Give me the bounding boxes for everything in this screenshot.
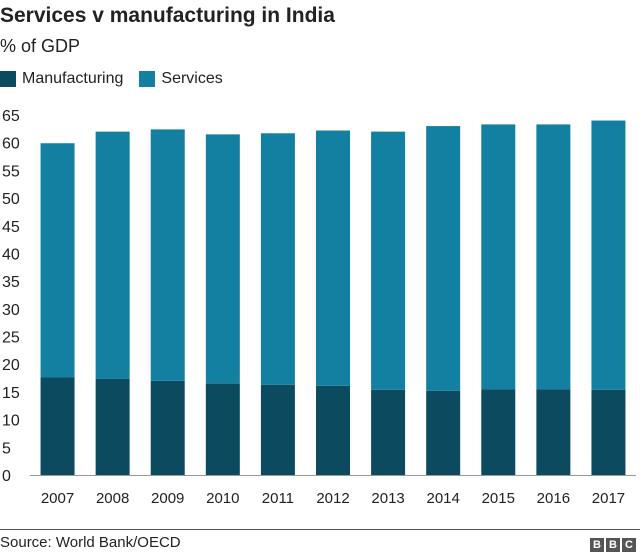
y-tick-label: 20 — [2, 357, 20, 374]
legend-swatch — [0, 71, 16, 87]
legend-label: Manufacturing — [22, 70, 124, 87]
bar-manufacturing-2008 — [95, 378, 130, 475]
legend-item-services: Services — [139, 70, 223, 88]
x-tick-label: 2012 — [316, 490, 349, 507]
y-tick-label: 55 — [2, 163, 20, 180]
bar-manufacturing-2012 — [316, 385, 350, 475]
y-tick-label: 15 — [2, 385, 20, 402]
x-tick-label: 2015 — [482, 490, 515, 507]
bar-manufacturing-2011 — [260, 384, 295, 475]
bar-services-2010 — [205, 134, 240, 384]
bar-manufacturing-2017 — [591, 389, 626, 475]
y-tick-label: 40 — [2, 246, 20, 263]
x-tick-label: 2017 — [592, 490, 625, 507]
y-tick-label: 50 — [2, 191, 20, 208]
x-tick-label: 2011 — [262, 490, 294, 507]
source-note: Source: World Bank/OECD — [0, 534, 181, 551]
bar-services-2013 — [371, 131, 406, 390]
legend-item-manufacturing: Manufacturing — [0, 70, 123, 88]
x-tick-label: 2014 — [426, 490, 459, 507]
footer-divider — [0, 529, 640, 530]
x-tick-label: 2010 — [206, 490, 239, 507]
y-tick-label: 35 — [2, 274, 20, 291]
bar-manufacturing-2009 — [150, 380, 185, 475]
bar-manufacturing-2010 — [205, 383, 240, 475]
bar-manufacturing-2015 — [481, 389, 516, 475]
legend: Manufacturing Services — [0, 70, 239, 88]
chart-subtitle: % of GDP — [0, 36, 81, 56]
y-tick-label: 30 — [2, 302, 20, 319]
y-tick-label: 45 — [2, 219, 20, 236]
bar-services-2008 — [95, 131, 130, 379]
bar-manufacturing-2007 — [40, 377, 75, 475]
bar-services-2007 — [40, 143, 75, 378]
bar-services-2009 — [150, 129, 185, 381]
legend-label: Services — [161, 70, 223, 87]
x-tick-label: 2008 — [96, 490, 129, 507]
bar-services-2014 — [426, 126, 461, 391]
legend-swatch — [139, 71, 156, 87]
bar-services-2017 — [591, 120, 626, 390]
x-tick-label: 2009 — [151, 490, 184, 507]
x-tick-label: 2013 — [371, 490, 404, 507]
bar-services-2011 — [260, 133, 295, 385]
bar-services-2015 — [481, 124, 516, 390]
chart-title: Services v manufacturing in India — [0, 4, 335, 27]
bar-services-2016 — [536, 124, 571, 390]
y-tick-label: 10 — [2, 413, 20, 430]
y-tick-label: 0 — [2, 468, 11, 485]
y-tick-label: 5 — [2, 440, 11, 457]
bar-manufacturing-2014 — [426, 390, 461, 475]
bar-manufacturing-2016 — [536, 389, 571, 475]
y-tick-label: 25 — [2, 330, 20, 347]
x-tick-label: 2007 — [41, 490, 74, 507]
y-tick-label: 60 — [2, 136, 20, 153]
x-tick-label: 2016 — [537, 490, 570, 507]
bar-manufacturing-2013 — [371, 389, 406, 475]
y-tick-label: 65 — [2, 108, 20, 125]
bar-services-2012 — [316, 130, 350, 386]
